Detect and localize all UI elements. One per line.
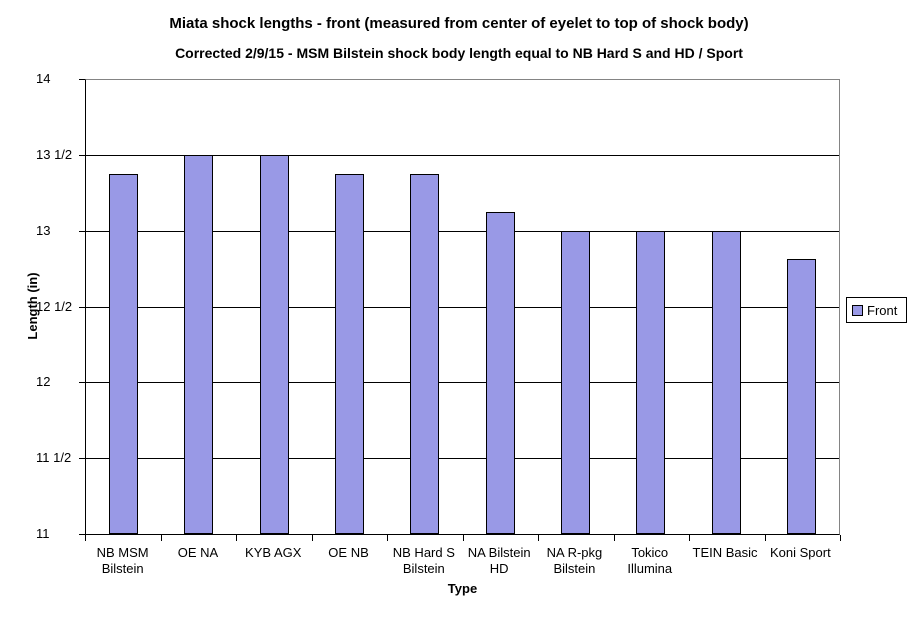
x-axis-tick (387, 535, 388, 541)
x-axis-tick (765, 535, 766, 541)
x-tick-label: KYB AGX (245, 545, 302, 560)
legend-front-marker-icon (852, 304, 863, 316)
y-axis-tick (79, 534, 85, 535)
gridline (86, 382, 839, 383)
x-tick-label: OE NA (177, 545, 219, 560)
y-axis-tick (79, 458, 85, 459)
x-tick-label: TEIN Basic (692, 545, 758, 560)
x-axis-tick (840, 535, 841, 541)
gridline (86, 307, 839, 308)
chart-subtitle: Corrected 2/9/15 - MSM Bilstein shock bo… (175, 45, 743, 61)
bar (410, 174, 440, 534)
y-tick-label: 14 (36, 71, 51, 86)
y-axis-tick (79, 307, 85, 308)
legend: Front (846, 297, 907, 323)
bar (184, 155, 214, 534)
y-tick-label: 12 (36, 374, 51, 389)
y-tick-label: 12 1/2 (36, 299, 73, 314)
x-tick-label: NB Hard S Bilstein (392, 545, 455, 576)
chart-title: Miata shock lengths - front (measured fr… (169, 15, 749, 32)
x-axis-tick (85, 535, 86, 541)
bar (259, 155, 289, 534)
x-axis-tick (236, 535, 237, 541)
bar (636, 231, 666, 534)
x-tick-label: Koni Sport (769, 545, 831, 560)
y-axis-tick (79, 155, 85, 156)
x-axis-tick (463, 535, 464, 541)
y-axis-tick (79, 231, 85, 232)
x-axis-tick (538, 535, 539, 541)
bar (109, 174, 139, 534)
x-tick-label: NA Bilstein HD (467, 545, 531, 576)
y-tick-label: 11 1/2 (36, 450, 72, 465)
x-tick-label: NA R-pkg Bilstein (546, 545, 603, 576)
legend-label: Front (867, 302, 898, 318)
x-tick-label: Tokico Illumina (627, 545, 673, 576)
x-axis-tick (689, 535, 690, 541)
y-tick-label: 13 (36, 223, 51, 238)
x-axis-tick (312, 535, 313, 541)
x-axis-title: Type (447, 581, 478, 596)
bar (560, 231, 590, 534)
bar (485, 212, 515, 534)
plot-area (85, 79, 840, 535)
y-axis-tick (79, 79, 85, 80)
x-tick-label: NB MSM Bilstein (96, 545, 149, 576)
bar (786, 259, 816, 534)
y-axis-tick (79, 382, 85, 383)
gridline (86, 231, 839, 232)
gridline (86, 155, 839, 156)
bar (335, 174, 365, 534)
x-axis-tick (614, 535, 615, 541)
y-tick-label: 13 1/2 (36, 147, 73, 162)
x-axis-tick (161, 535, 162, 541)
x-tick-label: OE NB (328, 545, 369, 560)
bar (711, 231, 741, 534)
y-tick-label: 11 (36, 526, 50, 541)
gridline (86, 458, 839, 459)
